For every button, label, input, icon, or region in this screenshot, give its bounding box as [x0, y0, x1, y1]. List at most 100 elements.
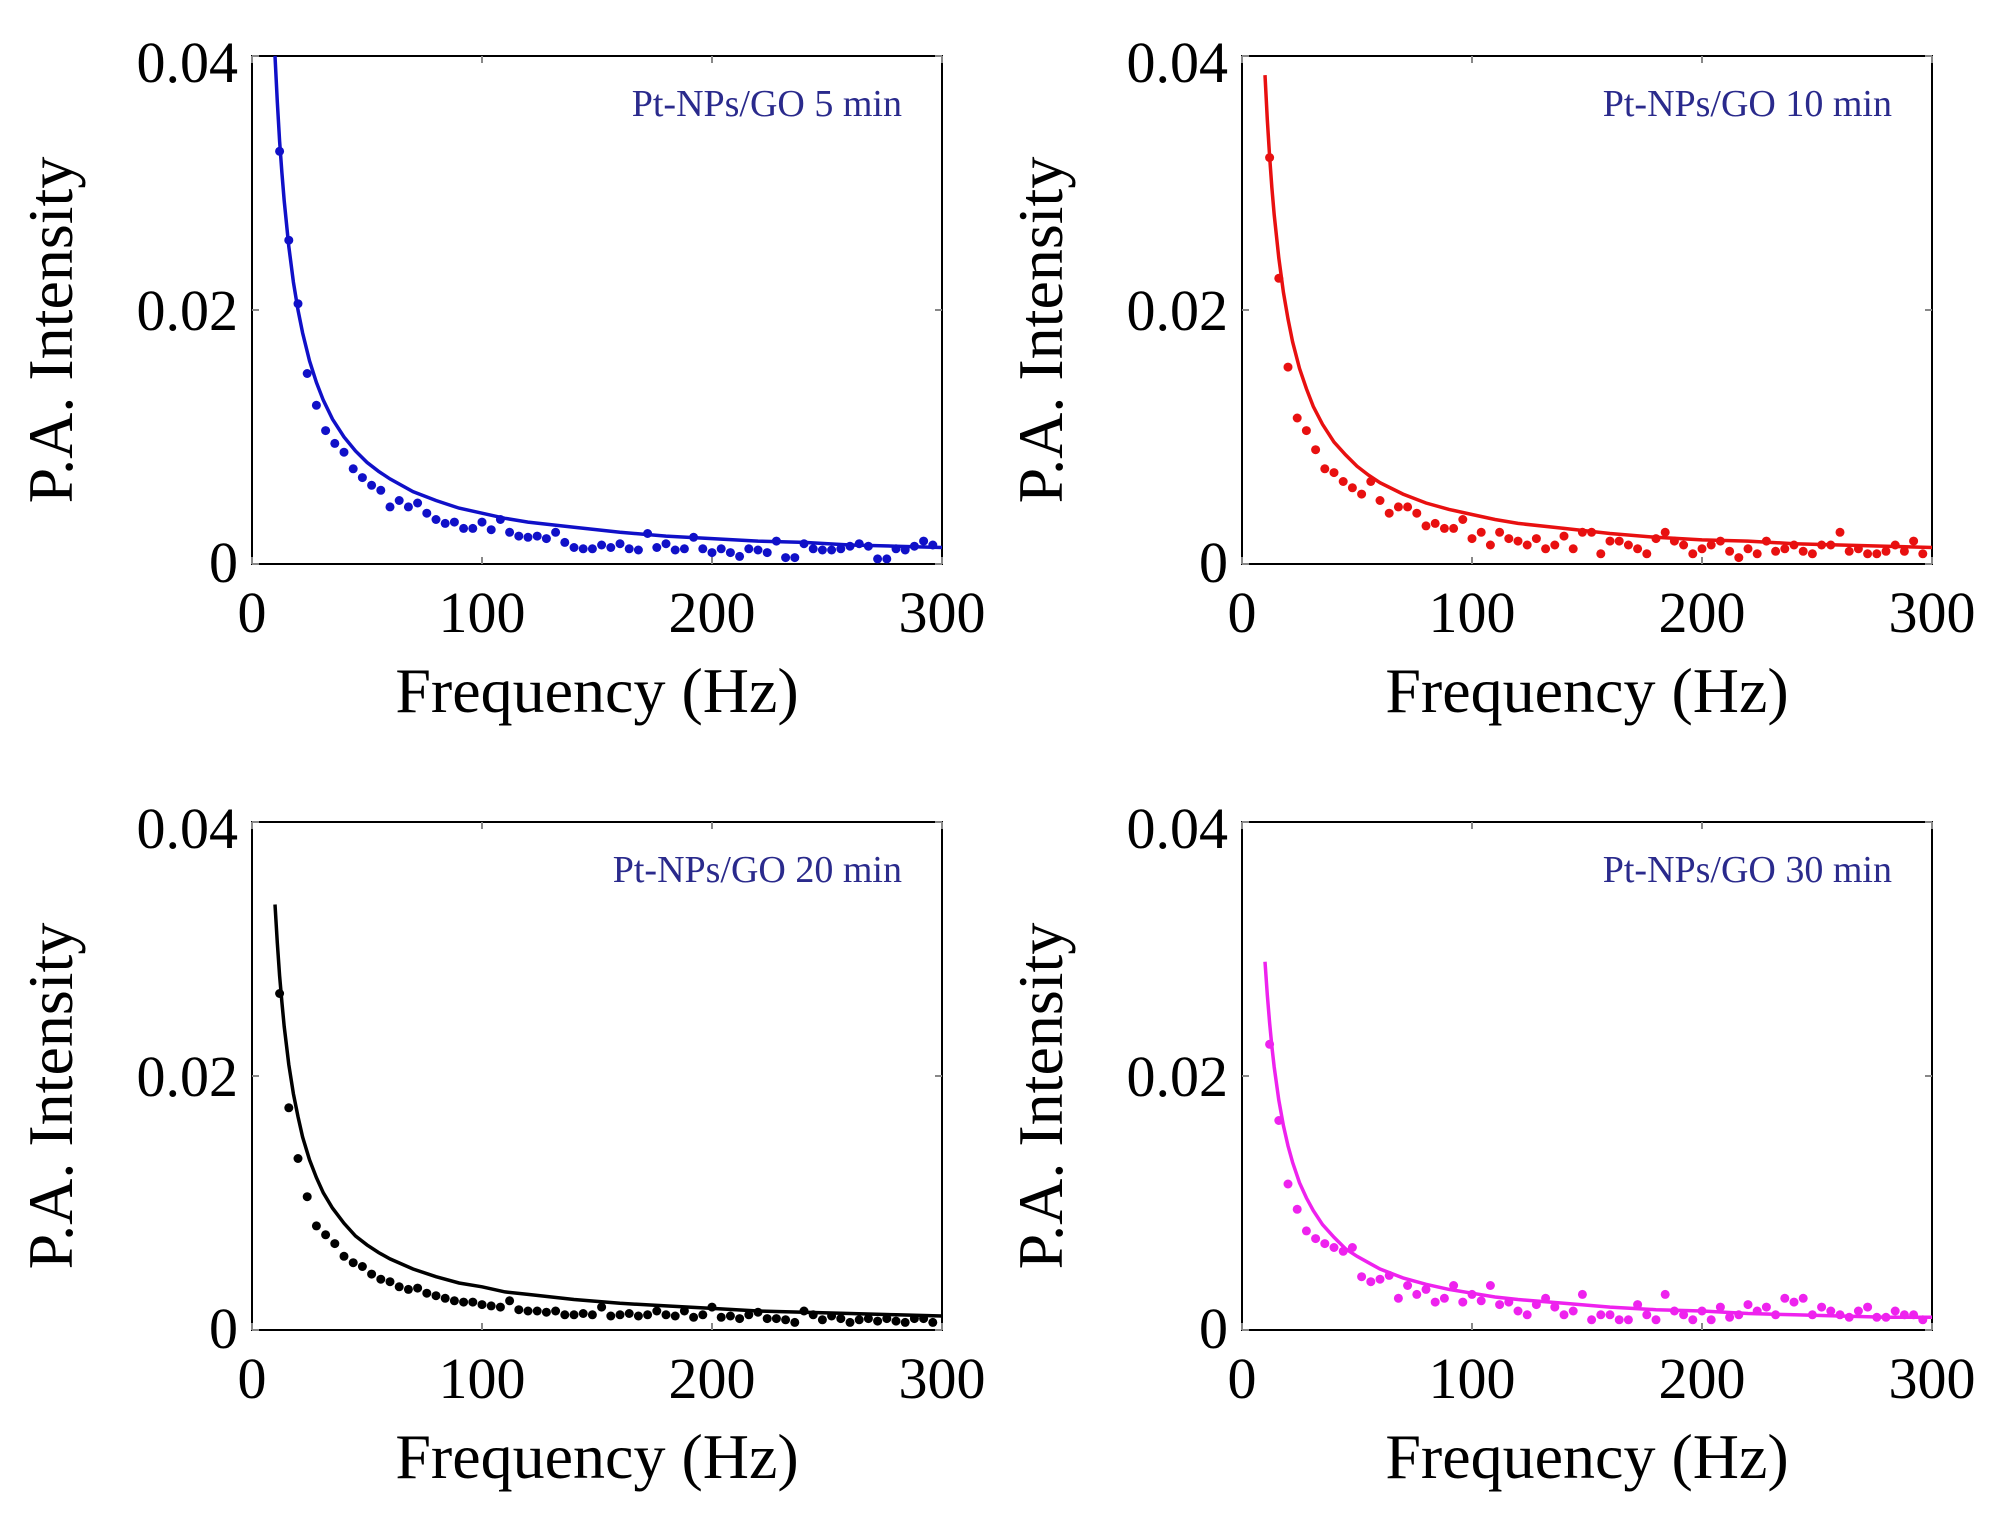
- data-point: [1798, 1293, 1808, 1303]
- chart-panel-3: 0 100 200 300 0 0.02 0.04 Frequency (Hz) P.A. In…: [15, 796, 986, 1492]
- data-point: [1660, 1289, 1670, 1299]
- data-point: [762, 548, 772, 558]
- data-point: [1605, 536, 1615, 546]
- data-point: [284, 1103, 294, 1113]
- data-point: [716, 1312, 726, 1322]
- data-point: [1458, 1297, 1468, 1307]
- data-point: [413, 498, 423, 508]
- data-point: [1485, 540, 1495, 550]
- data-point: [854, 1315, 864, 1325]
- data-point: [1439, 523, 1449, 533]
- data-point: [321, 426, 331, 436]
- data-point: [670, 545, 680, 555]
- x-tick-label: 300: [899, 1346, 986, 1411]
- data-point: [1412, 508, 1422, 518]
- data-point: [1679, 540, 1689, 550]
- y-axis-label: P.A. Intensity: [1005, 157, 1076, 504]
- data-point: [449, 1296, 459, 1306]
- panel-annotation: Pt-NPs/GO 5 min: [632, 83, 902, 125]
- data-point: [1329, 468, 1339, 478]
- data-point: [1863, 549, 1873, 559]
- data-point: [1568, 544, 1578, 554]
- data-point: [781, 1315, 791, 1325]
- data-point: [302, 1192, 312, 1202]
- data-point: [1890, 1306, 1900, 1316]
- data-point: [330, 438, 340, 448]
- data-point: [1633, 544, 1643, 554]
- data-point: [385, 1277, 395, 1287]
- data-point: [431, 515, 441, 524]
- data-point: [633, 545, 643, 555]
- y-tick-label: 0.02: [1127, 1044, 1229, 1109]
- y-tick-label: 0.02: [137, 278, 239, 343]
- x-tick-label: 300: [1889, 1346, 1976, 1411]
- data-point: [1918, 549, 1928, 559]
- data-point: [468, 1297, 478, 1307]
- data-point: [523, 532, 533, 542]
- data-point: [394, 1282, 404, 1292]
- data-point: [293, 1154, 303, 1163]
- data-point: [1835, 527, 1845, 537]
- data-point: [1872, 549, 1882, 559]
- data-point: [1715, 1302, 1725, 1312]
- data-point: [1688, 1315, 1698, 1325]
- data-point: [808, 544, 818, 554]
- data-point: [376, 485, 386, 495]
- y-tick-label: 0.04: [137, 30, 239, 95]
- data-point: [1743, 544, 1753, 554]
- data-point: [587, 544, 597, 554]
- x-axis-label: Frequency (Hz): [1385, 1421, 1788, 1492]
- data-point: [1826, 1306, 1836, 1316]
- data-point: [1614, 1315, 1624, 1325]
- data-point: [357, 473, 367, 483]
- data-point: [817, 1315, 827, 1325]
- data-point: [882, 554, 892, 564]
- data-point: [1853, 1306, 1863, 1316]
- data-point: [1301, 1226, 1311, 1236]
- data-point: [735, 551, 745, 561]
- data-point: [1559, 1310, 1569, 1320]
- data-point: [661, 1310, 671, 1320]
- data-point: [1697, 544, 1707, 554]
- data-point: [1752, 549, 1762, 559]
- panel-annotation: Pt-NPs/GO 30 min: [1603, 849, 1892, 891]
- data-point: [606, 543, 616, 552]
- y-axis-label: P.A. Intensity: [15, 157, 86, 504]
- x-tick-label: 100: [1429, 1346, 1516, 1411]
- fit-curve: [1263, 75, 1933, 550]
- x-tick-label: 200: [1659, 1346, 1746, 1411]
- x-tick-label: 100: [439, 1346, 526, 1411]
- data-point: [311, 1221, 321, 1231]
- data-point: [873, 1316, 883, 1326]
- data-point: [689, 1312, 699, 1322]
- data-point: [1283, 362, 1293, 372]
- data-point: [606, 1311, 616, 1321]
- data-point: [376, 1274, 386, 1284]
- data-point: [624, 1309, 634, 1318]
- data-point: [771, 1314, 781, 1324]
- data-point: [385, 502, 395, 512]
- data-point: [311, 400, 321, 410]
- data-point: [597, 540, 607, 550]
- data-point: [1550, 540, 1560, 550]
- data-point: [1909, 536, 1919, 546]
- data-point: [1789, 1297, 1799, 1307]
- data-point: [827, 545, 837, 555]
- data-point: [744, 1310, 754, 1320]
- data-point: [1642, 1310, 1652, 1320]
- data-point: [615, 1310, 625, 1320]
- data-point: [330, 1239, 340, 1249]
- x-tick-label: 0: [238, 1346, 267, 1411]
- data-point: [1283, 1179, 1293, 1189]
- data-point: [431, 1291, 441, 1301]
- data-point: [495, 1302, 505, 1312]
- data-point: [1513, 1306, 1523, 1316]
- data-point: [1320, 1239, 1330, 1249]
- y-tick-label: 0: [1199, 530, 1228, 595]
- data-point: [1449, 1281, 1459, 1290]
- data-point: [1568, 1306, 1578, 1316]
- data-point: [1513, 536, 1523, 546]
- data-point: [505, 1296, 515, 1306]
- data-point: [725, 548, 735, 558]
